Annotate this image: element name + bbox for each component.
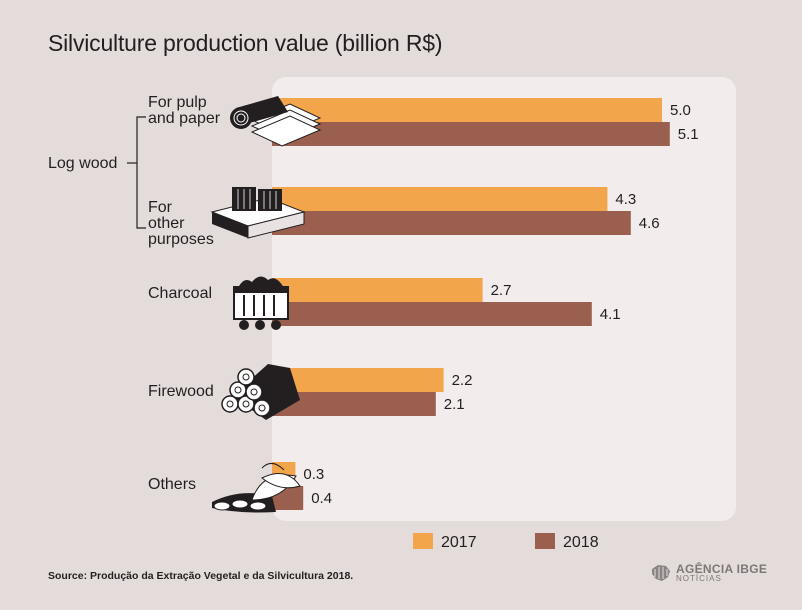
value-label: 0.4 <box>311 490 332 507</box>
value-label: 2.7 <box>491 282 512 299</box>
category-label: other <box>148 215 185 232</box>
category-label: For <box>148 199 173 216</box>
legend-label-2018: 2018 <box>563 534 599 551</box>
leaves-icon <box>212 463 301 513</box>
value-label: 2.2 <box>452 372 473 389</box>
bar-2017 <box>272 368 444 392</box>
bar-2018 <box>272 211 631 235</box>
legend-label-2017: 2017 <box>441 534 477 551</box>
chart-title: Silviculture production value (billion R… <box>48 30 443 56</box>
pallet-icon <box>210 187 306 239</box>
category-label: Charcoal <box>148 285 212 302</box>
bar-2018 <box>272 122 670 146</box>
value-label: 5.1 <box>678 126 699 143</box>
legend-swatch-2017 <box>413 533 433 549</box>
bar-2018 <box>272 392 436 416</box>
value-label: 5.0 <box>670 102 691 119</box>
category-label: Others <box>148 476 196 493</box>
category-label: For pulp <box>148 94 207 111</box>
legend: 2017 2018 <box>413 533 599 551</box>
log-wood-label: Log wood <box>48 155 117 172</box>
category-label: Firewood <box>148 383 214 400</box>
value-label: 2.1 <box>444 396 465 413</box>
logs-icon <box>221 364 300 420</box>
log-wood-bracket <box>127 116 146 229</box>
coal-cart-icon <box>233 276 289 330</box>
brand-name: AGÊNCIA IBGE <box>676 562 768 576</box>
value-label: 4.1 <box>600 306 621 323</box>
source-note: Source: Produção da Extração Vegetal e d… <box>48 570 354 582</box>
value-label: 4.3 <box>615 191 636 208</box>
bar-2017 <box>272 98 662 122</box>
legend-swatch-2018 <box>535 533 555 549</box>
value-label: 4.6 <box>639 215 660 232</box>
bar-2018 <box>272 302 592 326</box>
brand-sub: NOTÍCIAS <box>676 574 722 583</box>
paper-roll-icon <box>230 96 322 147</box>
ibge-map-icon <box>652 565 670 581</box>
category-label: and paper <box>148 110 221 127</box>
agencia-ibge-logo: AGÊNCIA IBGE NOTÍCIAS <box>650 563 767 583</box>
bar-2017 <box>272 187 608 211</box>
category-label: purposes <box>148 231 214 248</box>
bar-2017 <box>272 278 483 302</box>
value-label: 0.3 <box>303 466 324 483</box>
